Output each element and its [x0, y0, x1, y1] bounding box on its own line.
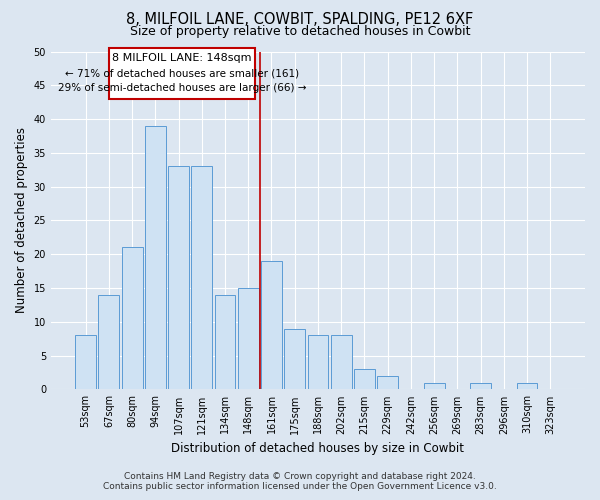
Bar	[122, 248, 143, 390]
Bar	[354, 369, 375, 390]
Bar	[261, 261, 282, 390]
FancyBboxPatch shape	[109, 48, 255, 99]
Text: 29% of semi-detached houses are larger (66) →: 29% of semi-detached houses are larger (…	[58, 84, 307, 94]
Bar	[191, 166, 212, 390]
Bar	[308, 336, 328, 390]
Bar	[284, 328, 305, 390]
Bar	[168, 166, 189, 390]
Bar	[75, 336, 96, 390]
Bar	[470, 382, 491, 390]
Bar	[331, 336, 352, 390]
Bar	[215, 295, 235, 390]
Bar	[238, 288, 259, 390]
Bar	[145, 126, 166, 390]
Bar	[377, 376, 398, 390]
Y-axis label: Number of detached properties: Number of detached properties	[15, 128, 28, 314]
Text: 8, MILFOIL LANE, COWBIT, SPALDING, PE12 6XF: 8, MILFOIL LANE, COWBIT, SPALDING, PE12 …	[127, 12, 473, 28]
X-axis label: Distribution of detached houses by size in Cowbit: Distribution of detached houses by size …	[172, 442, 464, 455]
Text: Contains HM Land Registry data © Crown copyright and database right 2024.
Contai: Contains HM Land Registry data © Crown c…	[103, 472, 497, 491]
Bar	[98, 295, 119, 390]
Bar	[517, 382, 538, 390]
Bar	[424, 382, 445, 390]
Text: ← 71% of detached houses are smaller (161): ← 71% of detached houses are smaller (16…	[65, 68, 299, 78]
Text: Size of property relative to detached houses in Cowbit: Size of property relative to detached ho…	[130, 25, 470, 38]
Text: 8 MILFOIL LANE: 148sqm: 8 MILFOIL LANE: 148sqm	[112, 53, 252, 63]
